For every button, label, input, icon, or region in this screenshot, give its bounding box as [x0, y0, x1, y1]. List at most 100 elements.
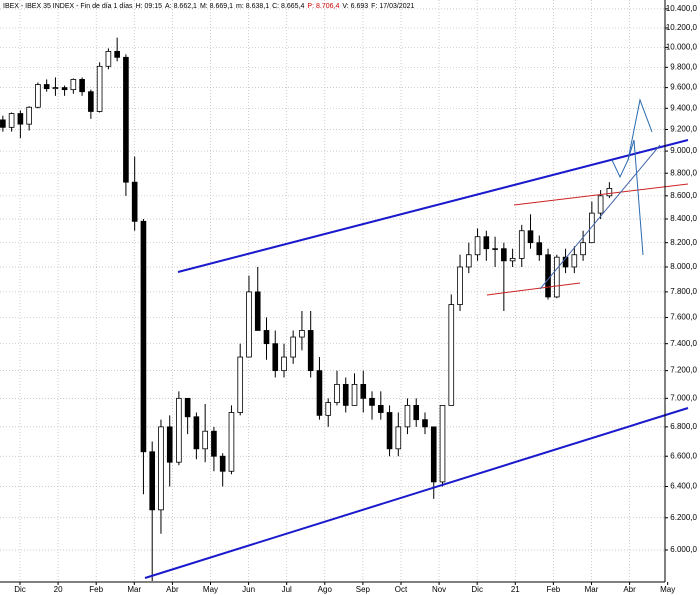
candle-body [88, 91, 94, 112]
x-tick-label: Sep [356, 585, 371, 594]
y-tick-label: 7.800,0 [670, 287, 697, 296]
y-tick-label: 7.600,0 [670, 313, 697, 322]
candle-body [448, 304, 455, 406]
candle-body [413, 404, 420, 421]
x-tick-label: 21 [511, 585, 520, 594]
projection-down [627, 139, 644, 256]
y-tick-label: 10.000,0 [666, 43, 698, 52]
candle-body [123, 56, 129, 183]
candle-body [140, 220, 147, 453]
candle-body [395, 426, 402, 450]
candle-body [597, 195, 604, 214]
x-tick-label: Jul [282, 585, 292, 594]
candle-body [105, 50, 112, 67]
y-tick-label: 9.200,0 [670, 125, 697, 134]
x-tick-label: Nov [432, 585, 446, 594]
x-tick-label: Abr [166, 585, 179, 594]
y-tick-label: 8.600,0 [670, 191, 697, 200]
x-tick-label: Dic [471, 585, 483, 594]
x-tick-label: Feb [546, 585, 560, 594]
candle-body [281, 356, 287, 372]
x-tick-label: Mar [585, 585, 599, 594]
upper-channel [177, 139, 689, 273]
y-tick-label: 6.400,0 [670, 482, 697, 491]
x-tick-label: 20 [54, 585, 63, 594]
candle-body [377, 404, 384, 413]
candle-body [96, 65, 103, 112]
candle-body [351, 383, 358, 406]
header-part: F: 17/03/2021 [371, 3, 414, 10]
y-tick-label: 9.600,0 [670, 83, 697, 92]
y-tick-label: 10.400,0 [666, 4, 698, 13]
candle-body [580, 242, 586, 256]
candle-body [316, 370, 323, 416]
x-tick-label: Feb [89, 585, 103, 594]
y-tick-label: 8.000,0 [670, 262, 697, 271]
y-tick-label: 8.200,0 [670, 238, 697, 247]
candle-body [404, 404, 411, 428]
candle-body [263, 330, 270, 345]
candle-body [131, 181, 138, 222]
lower-channel [144, 407, 689, 579]
candle-body [483, 236, 490, 250]
candle-body [492, 248, 498, 250]
candle-body [307, 330, 314, 372]
candle-body [386, 412, 393, 450]
y-tick-label: 9.400,0 [670, 103, 697, 112]
candle-body [527, 230, 534, 244]
y-tick-label: 7.200,0 [670, 366, 697, 375]
candle-body [246, 291, 252, 358]
candle-body [465, 254, 472, 268]
candles [0, 37, 613, 581]
candle-body [290, 336, 296, 358]
x-tick-label: Mar [127, 585, 141, 594]
x-tick-label: May [203, 585, 218, 594]
candle-body [193, 416, 200, 450]
candle-body [439, 404, 446, 483]
y-tick-label: 8.400,0 [670, 214, 697, 223]
red-resistance [513, 183, 689, 206]
header-part: C: 8.665,4 [272, 3, 304, 10]
header: IBEX - IBEX 35 INDEX - Fin de día 1 días… [3, 3, 414, 10]
candle-body [0, 119, 6, 128]
candle-body [430, 426, 437, 483]
candle-body [70, 79, 77, 91]
candle-body [8, 113, 15, 128]
header-part: A: 8.662,1 [165, 3, 197, 10]
x-tick-label: Jun [242, 585, 255, 594]
candle-body [545, 254, 551, 298]
y-tick-label: 7.000,0 [670, 393, 697, 402]
y-tick-label: 10.200,0 [666, 23, 698, 32]
x-tick-label: May [660, 585, 675, 594]
candle-body [553, 256, 560, 298]
header-part: P: 8.706,4 [307, 3, 339, 10]
x-tick-label: Dic [14, 585, 26, 594]
red-support [486, 282, 581, 296]
candle-body [52, 87, 59, 90]
candle-body [184, 397, 191, 418]
candle-body [369, 397, 375, 406]
candle-body [149, 451, 156, 511]
candle-body [457, 266, 463, 305]
y-tick-label: 6.200,0 [670, 513, 697, 522]
header-part: M: 8.669,1 [200, 3, 233, 10]
candle-body [228, 412, 235, 472]
candle-body [562, 256, 569, 268]
candle-body [43, 84, 50, 90]
y-tick-label: 9.800,0 [670, 62, 697, 71]
candle-body [176, 397, 182, 463]
header-part: H: 09:15 [136, 3, 163, 10]
candle-body [219, 455, 226, 472]
candle-body [422, 419, 428, 428]
candle-body [79, 79, 85, 93]
candle-body [509, 258, 516, 262]
candle-body [606, 188, 613, 197]
header-part: IBEX - IBEX 35 INDEX - Fin de día 1 días [3, 3, 133, 10]
candle-body [26, 106, 32, 125]
y-tick-label: 9.000,0 [670, 146, 697, 155]
candle-body [360, 383, 367, 399]
candle-body [272, 343, 279, 372]
y-tick-label: 7.400,0 [670, 339, 697, 348]
